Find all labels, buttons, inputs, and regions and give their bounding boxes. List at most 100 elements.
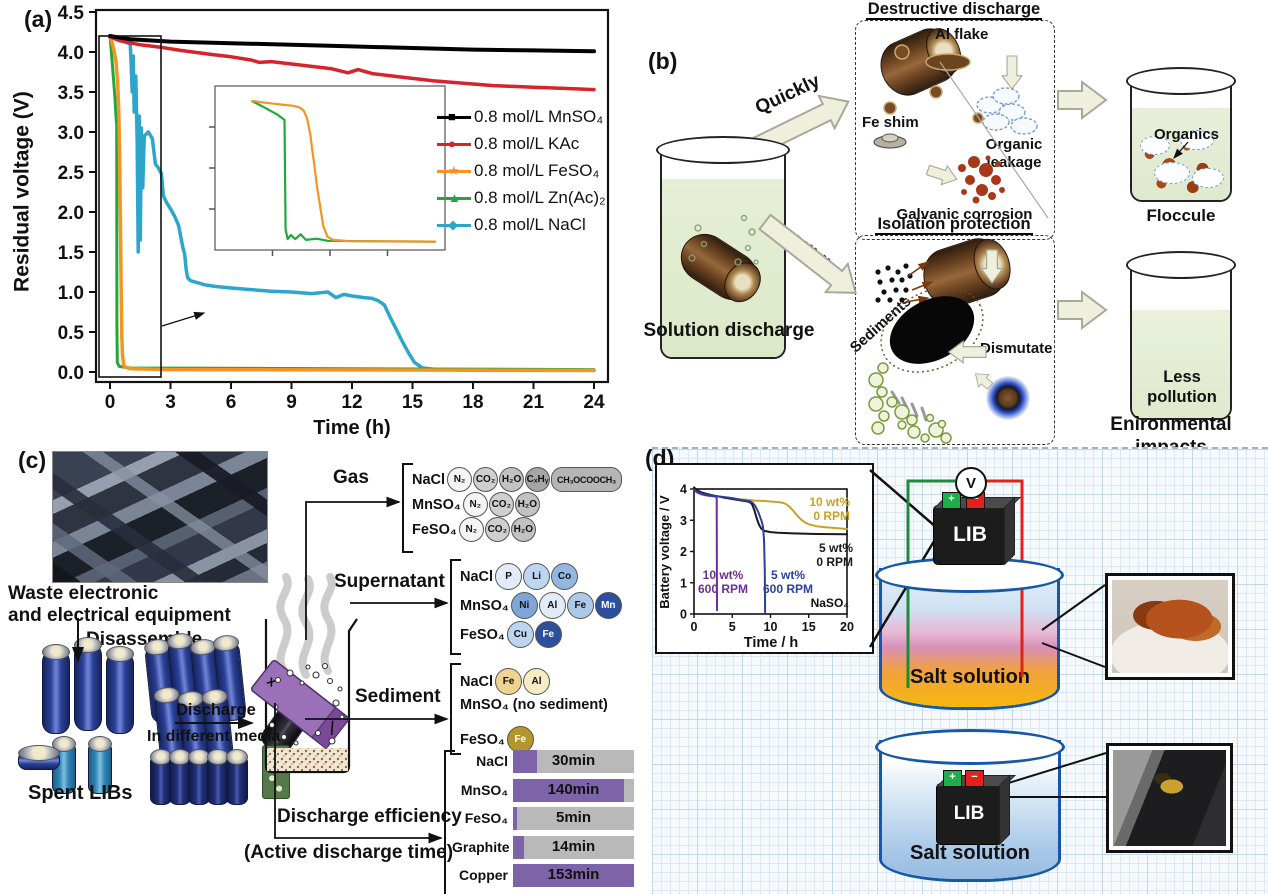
bar-category-label: Graphite — [452, 839, 510, 855]
organic-chain-ring — [894, 404, 910, 420]
y-tick-label: 4.5 — [58, 3, 85, 24]
bubble — [328, 737, 336, 745]
panel-a-label: (a) — [24, 6, 53, 32]
hollow-arrow-shape — [1000, 55, 1024, 90]
organic-chain-ring — [886, 396, 898, 408]
species-chip: N₂ — [462, 492, 488, 517]
bar-fill — [513, 779, 624, 802]
species-chip: CₓHᵧ — [525, 467, 551, 492]
species-chip: Fe — [495, 668, 523, 695]
callout-line — [868, 537, 938, 648]
voltmeter-icon: V — [955, 467, 987, 499]
sediment-dot — [887, 297, 893, 303]
discharging-battery: x — [250, 659, 351, 750]
y-tick-label: 2 — [680, 545, 687, 559]
panel-c: (c) Waste electronic and electrical equi… — [0, 445, 640, 894]
inset-series-0.8 mol/L Zn(Ac)₂ — [251, 100, 437, 243]
organic-blob — [1154, 162, 1190, 184]
species-chip: Ni — [510, 592, 538, 619]
salt-solution-label-top: Salt solution — [910, 666, 1030, 688]
y-tick-label: 4.0 — [58, 43, 84, 64]
organic-chain-ring — [871, 421, 885, 435]
corrosion-dot — [965, 175, 975, 185]
x-axis-title: Time (h) — [313, 417, 391, 439]
sediment-arrow — [905, 295, 930, 304]
x-tick-label: 5 — [729, 620, 736, 634]
species-row: FeSO₄ Fe — [460, 726, 535, 753]
less-pollution-beaker — [1126, 251, 1236, 420]
x-tick-label: 21 — [523, 392, 545, 413]
inset-series-0.8 mol/L FeSO₄ — [251, 99, 437, 243]
organic-chain-ring — [906, 414, 918, 426]
bubble — [305, 664, 311, 670]
to-floccule-arrow — [1057, 80, 1108, 120]
legend-line — [437, 170, 471, 173]
steam — [320, 573, 336, 675]
legend-marker: ★ — [448, 163, 460, 178]
isolation-layer — [889, 296, 975, 364]
species-chip: CH₃OCOOCH₃ — [551, 467, 622, 492]
legend-line — [437, 224, 471, 227]
y-tick-label: 0.0 — [58, 363, 84, 384]
salt-solution-label-bottom: Salt solution — [910, 842, 1030, 864]
y-tick-label: 1.5 — [58, 243, 85, 264]
species-chip: Co — [551, 563, 579, 590]
x-tick-label: 18 — [462, 392, 483, 413]
organic-blob — [1140, 136, 1170, 155]
spent-libs-label: Spent LIBs — [28, 782, 133, 804]
bar-fill — [513, 750, 537, 773]
panel-b: (b) Solution discharge Quickly Mildly De… — [640, 0, 1268, 458]
species-row: NaCl N₂ CO₂ H₂O CₓHᵧ CH₃OCOOCH₃ — [412, 467, 623, 492]
bar-category-label: MnSO₄ — [460, 782, 508, 798]
fall-mark — [920, 406, 928, 422]
positive-terminal: + — [943, 770, 962, 787]
chart-legend: ■ 0.8 mol/L MnSO₄ ● 0.8 mol/L KAc ★ 0.8 mol/L… — [437, 104, 637, 239]
label-10wt-600rpm: 10 wt% 600 RPM — [697, 568, 749, 597]
legend-label: 0.8 mol/L MnSO₄ — [474, 107, 604, 126]
species-row: NaCl Fe Al — [460, 668, 551, 695]
x-tick-label: 9 — [286, 392, 297, 413]
species-chip: H₂O — [499, 467, 525, 492]
battery-voltage-chart: 0 1 2 3 4 0 5 10 15 20 Time / h Battery voltage / V — [657, 483, 854, 652]
corrosion-arrow — [925, 164, 958, 186]
bar-value-label: 14min — [551, 838, 596, 855]
red-wire — [983, 479, 1024, 677]
label-10wt-0rpm: 10 wt% 0 RPM — [809, 495, 850, 524]
legend-line — [437, 143, 471, 146]
beaker-photo-callout — [1041, 642, 1106, 668]
hollow-arrow-shape — [1057, 80, 1108, 120]
salt-name: MnSO₄ — [460, 697, 509, 713]
organic-chain-ring — [940, 432, 952, 444]
bubble — [299, 680, 305, 686]
corrosion-dot — [958, 164, 966, 172]
no-sediment-note: (no sediment) — [512, 697, 608, 713]
discharge-label: Discharge — [176, 701, 256, 719]
y-tick-label: 0.5 — [58, 323, 85, 344]
series-0.8 mol/L MnSO₄ — [108, 34, 596, 54]
bar-track: 5min — [513, 807, 634, 830]
battery-flake — [883, 101, 897, 115]
series-0.8 mol/L FeSO₄ — [108, 34, 596, 373]
x-tick-label: 20 — [840, 620, 854, 634]
species-row: NaCl P Li Co — [460, 563, 579, 590]
y-tick-label: 0 — [680, 608, 687, 622]
isolation-ring — [880, 287, 984, 373]
panel-c-label: (c) — [18, 447, 47, 473]
x-tick-label: 24 — [583, 392, 605, 413]
gas-label: Gas — [333, 467, 369, 488]
floccule-label: Floccule — [1146, 206, 1216, 225]
species-chip: Mn — [594, 592, 622, 619]
cathode-mark — [330, 720, 334, 736]
species-chip: Li — [523, 563, 551, 590]
bar-fill — [513, 807, 517, 830]
salt-name: FeSO₄ — [460, 626, 505, 643]
y-axis-title: Residual voltage (V) — [10, 91, 34, 292]
salt-name: NaCl — [460, 568, 494, 585]
corrosion-photo-bottom — [1106, 743, 1233, 853]
dismutate-left-arrow — [947, 339, 987, 365]
destructive-title: Destructive discharge — [865, 0, 1043, 20]
species-row: FeSO₄ N₂ CO₂ H₂O — [412, 517, 537, 542]
less-pollution-label: Less pollution — [1147, 368, 1217, 406]
bubble — [326, 677, 334, 685]
beaker-rim — [1126, 67, 1236, 95]
